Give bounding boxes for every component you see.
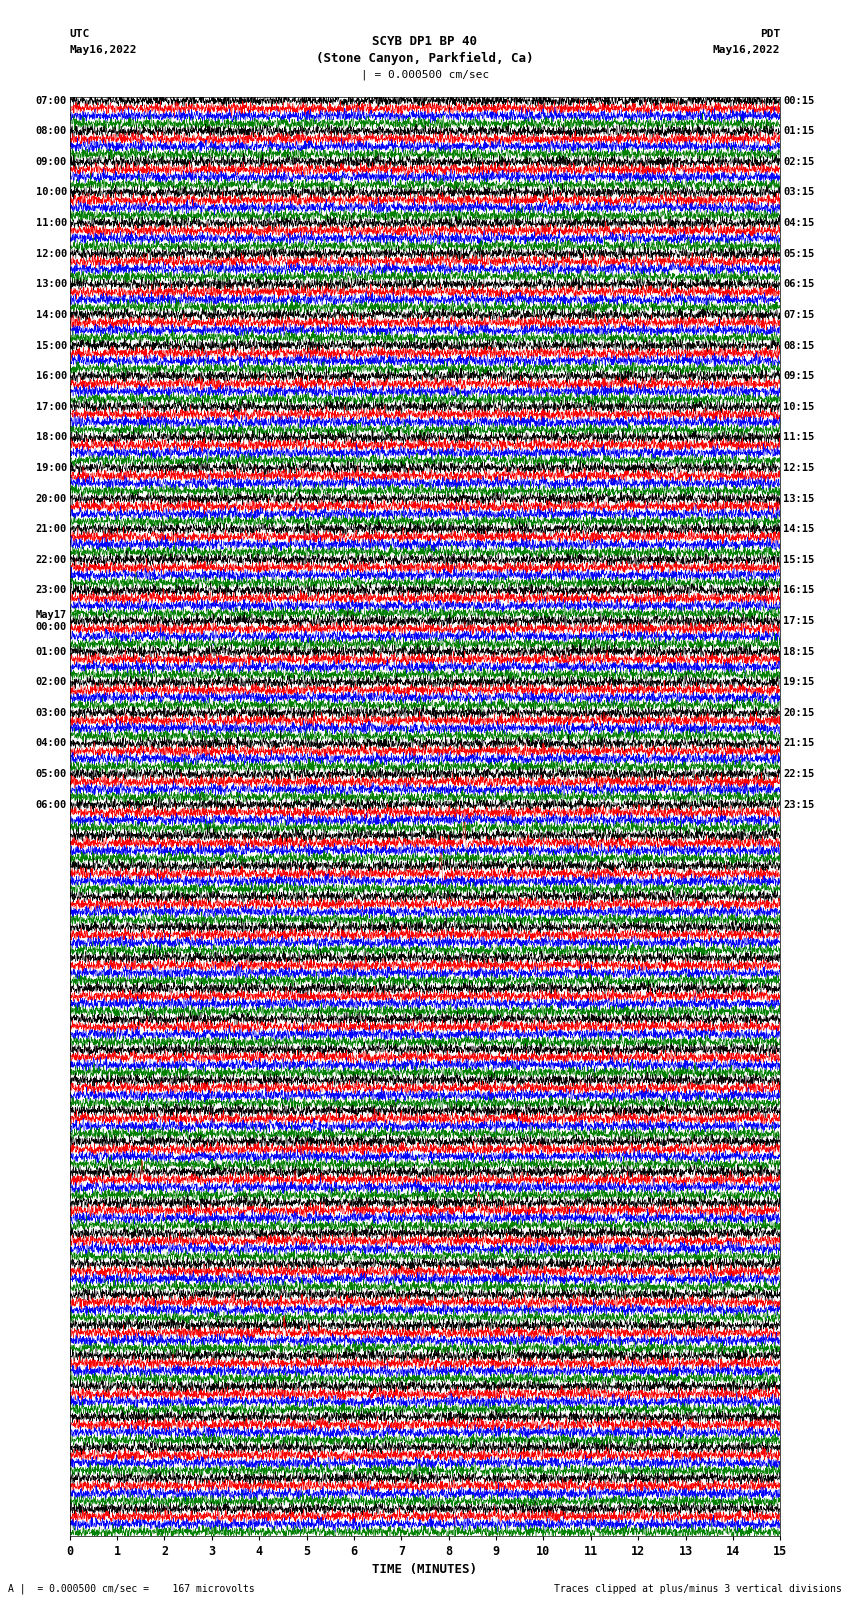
Text: Traces clipped at plus/minus 3 vertical divisions: Traces clipped at plus/minus 3 vertical … (553, 1584, 842, 1594)
Text: PDT: PDT (760, 29, 780, 39)
Text: May16,2022: May16,2022 (70, 45, 137, 55)
Text: (Stone Canyon, Parkfield, Ca): (Stone Canyon, Parkfield, Ca) (316, 52, 534, 65)
Text: SCYB DP1 BP 40: SCYB DP1 BP 40 (372, 35, 478, 48)
Text: | = 0.000500 cm/sec: | = 0.000500 cm/sec (361, 69, 489, 81)
Text: UTC: UTC (70, 29, 90, 39)
X-axis label: TIME (MINUTES): TIME (MINUTES) (372, 1563, 478, 1576)
Text: May16,2022: May16,2022 (713, 45, 780, 55)
Text: A |  = 0.000500 cm/sec =    167 microvolts: A | = 0.000500 cm/sec = 167 microvolts (8, 1582, 255, 1594)
